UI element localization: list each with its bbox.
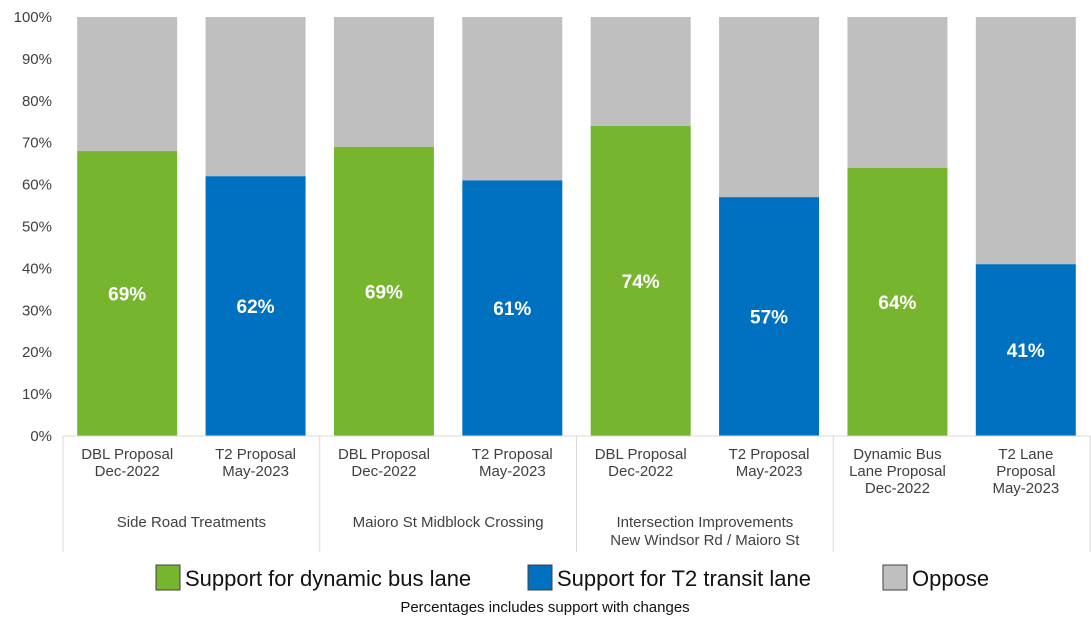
y-tick-label: 20% xyxy=(22,344,52,361)
category-label: Lane Proposal xyxy=(849,463,946,480)
y-tick-label: 80% xyxy=(22,93,52,110)
y-tick-label: 90% xyxy=(22,51,52,68)
y-tick-label: 60% xyxy=(22,177,52,194)
category-label: T2 Proposal xyxy=(472,446,553,463)
y-tick-label: 10% xyxy=(22,386,52,403)
category-label: May-2023 xyxy=(992,480,1059,497)
bar-support-segment xyxy=(77,151,178,436)
bar-data-label: 74% xyxy=(622,272,660,293)
legend-label-oppose: Oppose xyxy=(912,566,989,591)
legend-swatch-oppose xyxy=(882,564,908,591)
bar-oppose-segment xyxy=(847,17,948,168)
category-label: T2 Lane xyxy=(998,446,1053,463)
legend-swatch-t2 xyxy=(527,564,553,591)
y-tick-label: 70% xyxy=(22,135,52,152)
y-tick-label: 0% xyxy=(30,428,52,445)
group-label: Side Road Treatments xyxy=(117,514,266,531)
legend-label-dbl: Support for dynamic bus lane xyxy=(185,566,471,591)
category-label: T2 Proposal xyxy=(729,446,810,463)
bar-oppose-segment xyxy=(205,17,306,177)
bar-oppose-segment xyxy=(975,17,1076,265)
bar-support-segment xyxy=(719,197,820,436)
bar-oppose-segment xyxy=(333,17,434,147)
bar-data-label: 69% xyxy=(108,285,146,306)
category-label: Dynamic Bus xyxy=(853,446,941,463)
bar-oppose-segment xyxy=(77,17,178,152)
category-label: Dec-2022 xyxy=(865,480,930,497)
bar-support-segment xyxy=(333,146,434,436)
group-label: Maioro St Midblock Crossing xyxy=(353,514,544,531)
category-label: Proposal xyxy=(996,463,1055,480)
category-label: DBL Proposal xyxy=(338,446,430,463)
category-label: May-2023 xyxy=(222,463,289,480)
legend-swatch-dbl xyxy=(155,564,181,591)
y-tick-label: 50% xyxy=(22,219,52,236)
bar-data-label: 41% xyxy=(1007,341,1045,362)
bar-data-label: 57% xyxy=(750,308,788,329)
y-tick-label: 40% xyxy=(22,260,52,277)
bar-support-segment xyxy=(205,176,306,436)
category-label: May-2023 xyxy=(736,463,803,480)
category-label: DBL Proposal xyxy=(595,446,687,463)
bar-support-segment xyxy=(847,167,948,436)
group-label: New Windsor Rd / Maioro St xyxy=(610,532,800,549)
bar-support-segment xyxy=(590,125,691,436)
category-label: T2 Proposal xyxy=(215,446,296,463)
bar-data-label: 62% xyxy=(237,297,275,318)
legend-label-t2: Support for T2 transit lane xyxy=(557,566,811,591)
category-label: Dec-2022 xyxy=(95,463,160,480)
bar-oppose-segment xyxy=(462,17,563,181)
bar-oppose-segment xyxy=(719,17,820,198)
category-label: DBL Proposal xyxy=(81,446,173,463)
y-tick-label: 30% xyxy=(22,302,52,319)
group-label: Intersection Improvements xyxy=(617,514,794,531)
bar-data-label: 64% xyxy=(878,293,916,314)
bar-data-label: 61% xyxy=(493,299,531,320)
y-tick-label: 100% xyxy=(14,9,52,26)
category-label: Dec-2022 xyxy=(351,463,416,480)
category-label: Dec-2022 xyxy=(608,463,673,480)
bar-oppose-segment xyxy=(590,17,691,126)
chart-footnote: Percentages includes support with change… xyxy=(400,599,689,616)
bar-support-segment xyxy=(462,180,563,436)
bar-data-label: 69% xyxy=(365,282,403,303)
category-label: May-2023 xyxy=(479,463,546,480)
bar-support-segment xyxy=(975,264,1076,436)
